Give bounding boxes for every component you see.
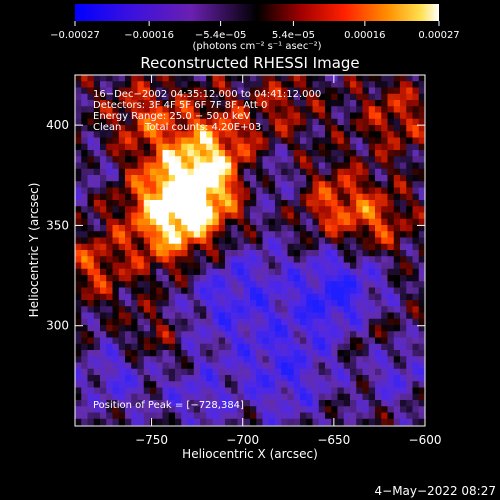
heatmap-image bbox=[75, 75, 425, 426]
colorbar-tick-label: −0.00016 bbox=[124, 30, 174, 41]
annotation-energy-range: Energy Range: 25.0 − 50.0 keV bbox=[93, 111, 250, 122]
colorbar-tick-label: 0.00016 bbox=[344, 30, 385, 41]
annotation-method: Clean bbox=[93, 122, 121, 133]
plot-frame bbox=[74, 74, 426, 427]
colorbar-tick-label: 0.00027 bbox=[418, 30, 459, 41]
footer-timestamp: 4−May−2022 08:27 bbox=[375, 484, 497, 498]
x-tick-label: −700 bbox=[226, 433, 259, 447]
colorbar-tick-label: −0.00027 bbox=[50, 30, 100, 41]
annotation-block: 16−Dec−2002 04:35:12.000 to 04:41:12.000… bbox=[93, 89, 321, 133]
colorbar-unit-label: (photons cm⁻² s⁻¹ asec⁻²) bbox=[192, 41, 321, 52]
annotation-time-range: 16−Dec−2002 04:35:12.000 to 04:41:12.000 bbox=[93, 89, 321, 100]
x-tick-label: −650 bbox=[317, 433, 350, 447]
annotation-detectors: Detectors: 3F 4F 5F 6F 7F 8F, Att 0 bbox=[93, 100, 267, 111]
colorbar-tick-label: −5.4e−05 bbox=[195, 30, 247, 41]
annotation-peak-position: Position of Peak = [−728,384] bbox=[93, 400, 244, 411]
annotation-total-counts: Total counts: 4.20E+03 bbox=[144, 122, 261, 133]
y-tick-label: 300 bbox=[46, 319, 69, 333]
y-axis-label: Heliocentric Y (arcsec) bbox=[27, 183, 41, 318]
x-tick-label: −600 bbox=[409, 433, 442, 447]
x-tick-label: −750 bbox=[135, 433, 168, 447]
colorbar-tick-label: 5.4e−05 bbox=[272, 30, 315, 41]
colorbar-ticks: −0.00027 −0.00016 −5.4e−05 5.4e−05 0.00016 0.… bbox=[50, 21, 460, 41]
y-tick-label: 400 bbox=[46, 118, 69, 132]
chart-title: Reconstructed RHESSI Image bbox=[140, 54, 359, 72]
colorbar bbox=[75, 4, 439, 21]
y-tick-label: 350 bbox=[46, 218, 69, 232]
x-axis-label: Heliocentric X (arcsec) bbox=[182, 447, 318, 461]
axis-ticks: −750 −700 −650 −600 300 350 400 bbox=[46, 75, 441, 447]
